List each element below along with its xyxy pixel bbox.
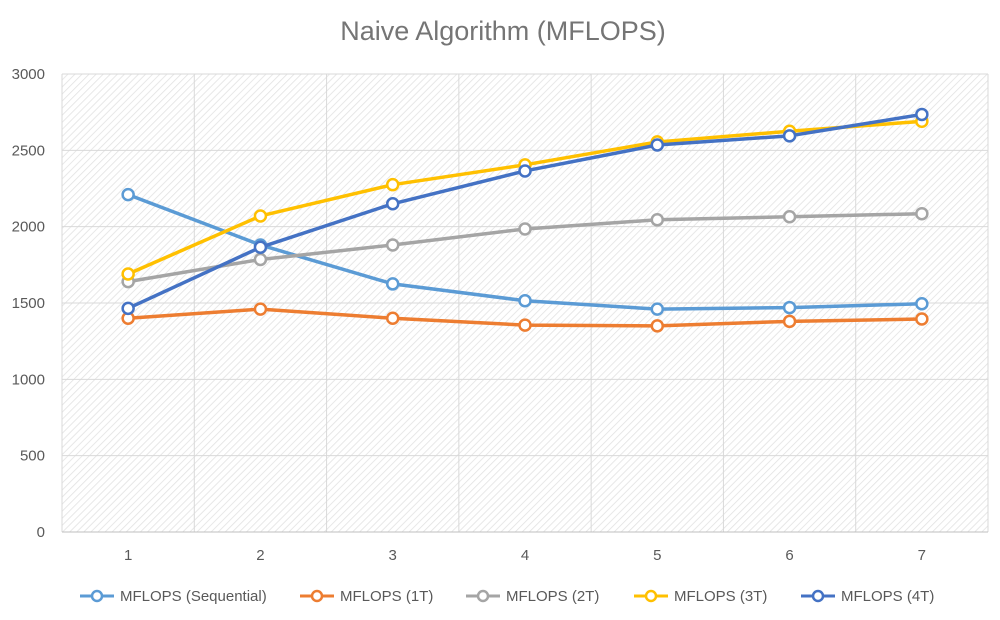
legend-label: MFLOPS (Sequential) [120,588,267,605]
y-tick-label: 0 [37,524,45,541]
chart-title: Naive Algorithm (MFLOPS) [340,16,666,46]
legend-item: MFLOPS (Sequential) [80,588,267,605]
data-point [782,300,797,315]
legend-marker [90,589,104,603]
data-point [253,209,268,223]
data-point [121,267,135,281]
y-tick-label: 500 [20,448,45,465]
data-point [782,314,797,329]
data-point [253,252,268,267]
data-point [385,238,400,252]
legend-marker [811,589,825,603]
data-point [518,293,532,308]
y-tick-label: 1500 [12,295,45,312]
data-point [650,213,665,227]
y-tick-label: 1000 [12,371,45,388]
legend-marker [476,589,490,603]
legend-item: MFLOPS (4T) [801,588,934,605]
data-point [915,206,929,221]
data-point [518,164,532,178]
legend-marker [310,589,324,603]
data-point [915,107,929,122]
data-point [253,302,268,316]
x-tick-label: 2 [256,547,264,564]
legend-item: MFLOPS (3T) [634,588,767,605]
data-point [650,302,665,316]
x-tick-label: 6 [785,547,793,564]
y-tick-label: 3000 [12,66,45,83]
data-point [385,277,400,291]
data-point [782,129,797,143]
series-2 [121,302,929,333]
data-point [518,222,532,236]
legend-item: MFLOPS (1T) [300,588,433,605]
legend-item: MFLOPS (2T) [466,588,599,605]
axes: 0 500 1000 1500 2000 2500 3000 1 2 3 4 5 6 7 [12,66,988,564]
legend-label: MFLOPS (1T) [340,588,433,605]
legend-marker [644,589,658,603]
data-point [253,240,268,255]
series-3 [121,206,929,289]
data-point [518,318,532,332]
data-point [385,177,400,192]
legend: MFLOPS (Sequential) MFLOPS (1T) MFLOPS (2T… [80,588,934,605]
x-tick-label: 5 [653,547,661,564]
y-tick-label: 2500 [12,142,45,159]
gridlines [61,73,989,533]
data-point [915,312,929,326]
data-point [121,301,135,316]
data-point [782,209,797,224]
x-tick-label: 3 [389,547,397,564]
data-point [650,319,665,333]
legend-label: MFLOPS (3T) [674,588,767,605]
data-point [385,311,400,326]
data-point [650,138,665,152]
data-point [385,197,400,211]
legend-label: MFLOPS (4T) [841,588,934,605]
x-tick-label: 7 [918,547,926,564]
data-point [915,297,929,311]
x-tick-label: 1 [124,547,132,564]
data-point [121,187,135,202]
legend-label: MFLOPS (2T) [506,588,599,605]
y-tick-label: 2000 [12,219,45,236]
series-layer [121,107,929,333]
x-tick-label: 4 [521,547,529,564]
series-5 [121,107,929,316]
